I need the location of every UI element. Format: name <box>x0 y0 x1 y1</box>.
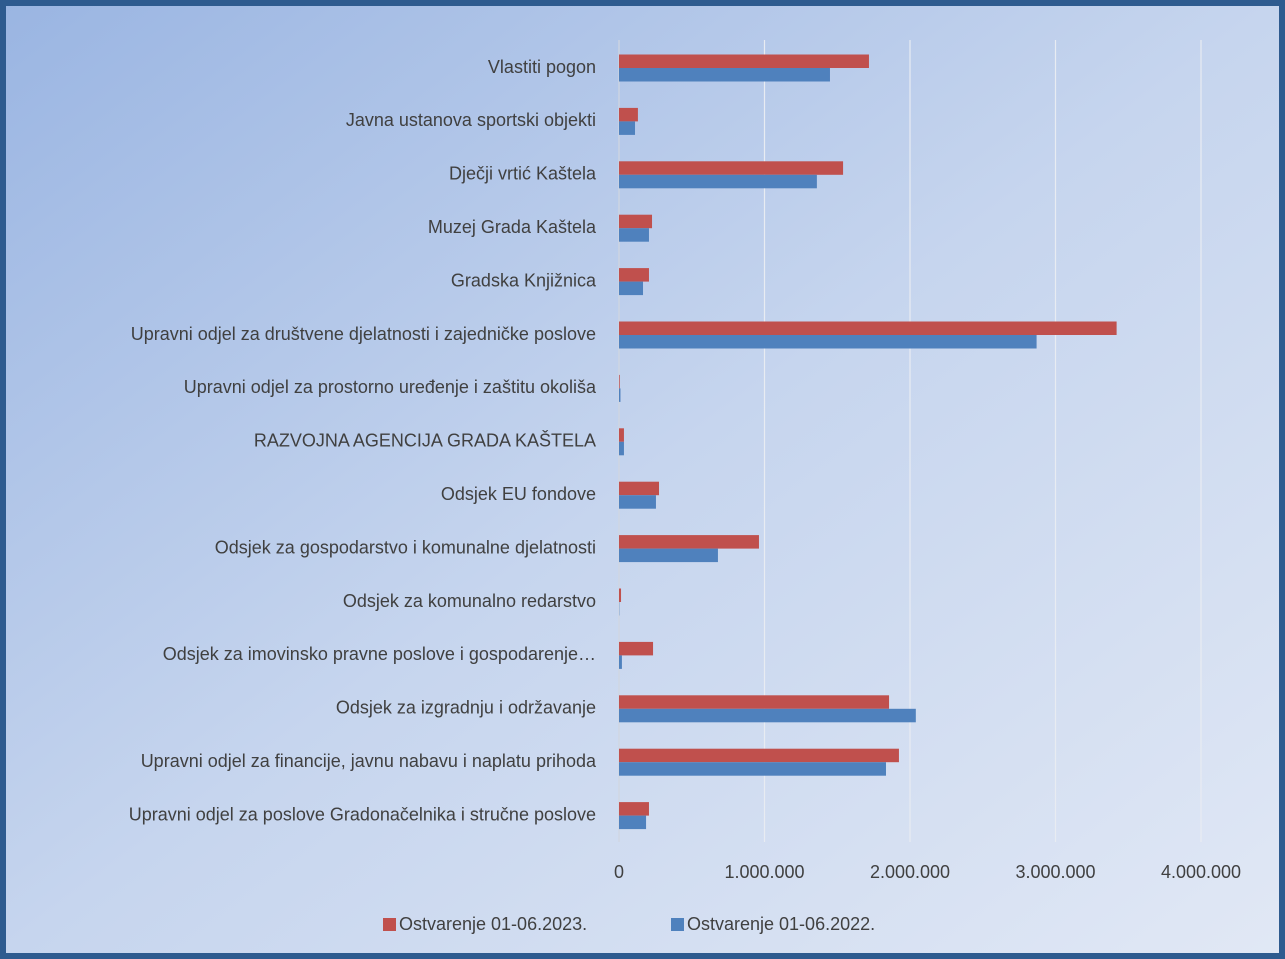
bar <box>619 762 886 776</box>
bar <box>619 228 649 242</box>
x-tick-label: 0 <box>614 862 624 882</box>
bar <box>619 335 1037 349</box>
bar <box>619 588 622 602</box>
legend-label: Ostvarenje 01-06.2022. <box>687 914 875 934</box>
bar <box>619 121 636 135</box>
bar <box>619 321 1117 335</box>
bar <box>619 428 624 442</box>
bar <box>619 708 916 723</box>
x-tick-label: 2.000.000 <box>870 862 950 882</box>
bar <box>619 388 621 402</box>
bar <box>619 161 844 175</box>
bar <box>619 481 660 496</box>
bar <box>619 495 656 509</box>
bar <box>619 174 817 189</box>
x-tick-label: 1.000.000 <box>724 862 804 882</box>
bar <box>619 802 649 816</box>
y-tick-label: Upravni odjel za prostorno uređenje i za… <box>184 377 597 397</box>
bar <box>619 815 647 830</box>
y-tick-label: RAZVOJNA AGENCIJA GRADA KAŠTELA <box>254 430 596 451</box>
y-tick-label: Odsjek za imovinsko pravne poslove i gos… <box>163 644 596 664</box>
bar <box>619 374 620 389</box>
bar <box>619 214 653 229</box>
x-tick-label: 3.000.000 <box>1015 862 1095 882</box>
y-tick-label: Odsjek za gospodarstvo i komunalne djela… <box>215 537 596 557</box>
y-tick-label: Odsjek za komunalno redarstvo <box>343 591 596 611</box>
y-tick-label: Odsjek za izgradnju i održavanje <box>336 698 596 718</box>
y-tick-label: Muzej Grada Kaštela <box>428 217 597 237</box>
y-tick-label: Upravni odjel za društvene djelatnosti i… <box>131 324 596 344</box>
y-tick-label: Vlastiti pogon <box>488 57 596 77</box>
bar <box>619 54 869 68</box>
bar <box>619 535 759 549</box>
legend-swatch <box>671 918 684 931</box>
y-tick-label: Odsjek EU fondove <box>441 484 596 504</box>
bar <box>619 548 718 563</box>
bar <box>619 107 638 122</box>
y-tick-label: Dječji vrtić Kaštela <box>449 164 597 184</box>
bar <box>619 695 890 709</box>
y-tick-label: Javna ustanova sportski objekti <box>346 110 596 130</box>
bar <box>619 281 644 296</box>
y-tick-label: Upravni odjel za poslove Gradonačelnika … <box>129 804 596 824</box>
x-tick-label: 4.000.000 <box>1161 862 1241 882</box>
legend-label: Ostvarenje 01-06.2023. <box>399 914 587 934</box>
bar <box>619 268 649 282</box>
legend-swatch <box>383 918 396 931</box>
y-tick-label: Upravni odjel za financije, javnu nabavu… <box>141 751 597 771</box>
bar <box>619 68 830 82</box>
bar <box>619 441 624 456</box>
y-tick-label: Gradska Knjižnica <box>451 270 597 290</box>
bar <box>619 748 899 763</box>
bar <box>619 641 654 656</box>
bar <box>619 655 622 669</box>
